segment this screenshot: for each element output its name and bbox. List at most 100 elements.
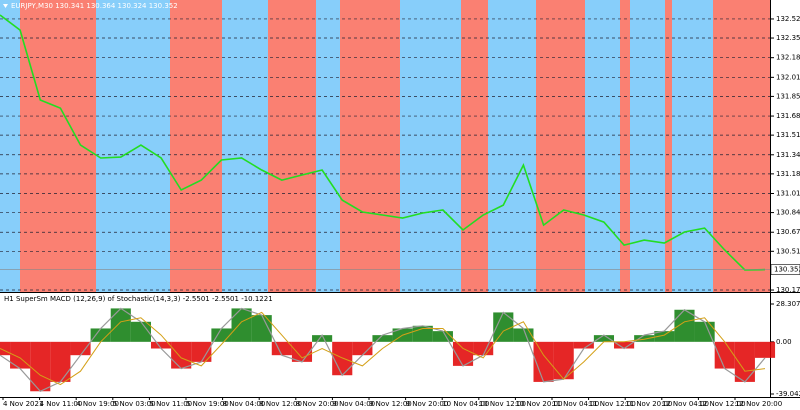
histogram-bar bbox=[110, 308, 131, 342]
y-tick-label: 130.175 bbox=[776, 286, 800, 294]
trend-band bbox=[461, 0, 488, 292]
trend-band bbox=[340, 0, 400, 292]
y-tick-label: 131.850 bbox=[776, 92, 800, 100]
x-tick-label: 5 Nov 11:00 bbox=[149, 400, 192, 408]
trend-band bbox=[630, 0, 665, 292]
histogram-bar bbox=[171, 341, 192, 369]
trend-band bbox=[713, 0, 770, 292]
histogram-bar bbox=[332, 341, 353, 376]
y-tick-label: 130.675 bbox=[776, 228, 800, 236]
histogram-bar bbox=[352, 341, 373, 356]
plot-layer: 132.520 132.355 132.185 132.015 131.850 131.6… bbox=[0, 14, 800, 408]
current-price-box bbox=[770, 264, 800, 275]
histogram-bar bbox=[593, 335, 615, 342]
histogram-bar bbox=[714, 341, 735, 369]
x-tick-label: 4 Nov 2021 bbox=[3, 400, 43, 408]
x-tick-label: 9 Nov 12:00 bbox=[369, 400, 412, 408]
histogram-bar bbox=[634, 335, 655, 342]
histogram-bar bbox=[231, 308, 252, 342]
y-tick-label: 132.520 bbox=[776, 15, 800, 23]
trend-band bbox=[316, 0, 340, 292]
x-tick-label: 11 Nov 04:00 bbox=[552, 400, 599, 408]
histogram-bar bbox=[493, 312, 514, 342]
y-tick-label: 132.015 bbox=[776, 73, 800, 81]
histogram-bar bbox=[30, 341, 51, 392]
histogram-bar bbox=[674, 309, 695, 342]
symbol-header: EURJPY,M30 130.341 130.364 130.324 130.3… bbox=[11, 2, 178, 10]
signal-line bbox=[0, 311, 766, 386]
y-tick-label: 0.00 bbox=[776, 338, 792, 346]
collapse-icon[interactable] bbox=[3, 4, 8, 8]
histogram-bar bbox=[734, 341, 755, 382]
histogram-bar bbox=[614, 341, 635, 349]
histogram-bar bbox=[50, 341, 71, 382]
trend-band bbox=[96, 0, 170, 292]
histogram-bar bbox=[291, 341, 313, 362]
y-tick-label: 131.180 bbox=[776, 170, 800, 178]
indicator-header: H1 SuperSm MACD (12,26,9) of Stochastic(… bbox=[4, 295, 273, 303]
y-tick-label: 132.185 bbox=[776, 54, 800, 62]
x-tick-label: 11 Nov 12:00 bbox=[589, 400, 636, 408]
y-tick-label: 28.3076 bbox=[776, 300, 800, 308]
x-tick-label: 4 Nov 19:00 bbox=[76, 400, 119, 408]
y-tick-label: 131.345 bbox=[776, 151, 800, 159]
trend-band bbox=[665, 0, 672, 292]
histogram-bar bbox=[90, 328, 111, 342]
histogram-bar bbox=[513, 328, 534, 342]
histogram-bar bbox=[191, 341, 212, 362]
x-tick-label: 12 Nov 20:00 bbox=[735, 400, 782, 408]
x-tick-label: 8 Nov 12:00 bbox=[259, 400, 302, 408]
x-tick-label: 10 Nov 04:00 bbox=[442, 400, 489, 408]
trend-band bbox=[268, 0, 316, 292]
trend-band bbox=[585, 0, 620, 292]
x-tick-label: 12 Nov 04:00 bbox=[662, 400, 709, 408]
trend-band bbox=[536, 0, 585, 292]
trend-bands bbox=[0, 0, 770, 292]
y-tick-label: 130.845 bbox=[776, 209, 800, 217]
x-tick-label: 5 Nov 19:00 bbox=[186, 400, 229, 408]
histogram-bar bbox=[251, 315, 272, 342]
y-tick-label: 131.680 bbox=[776, 112, 800, 120]
histogram-bar bbox=[70, 341, 91, 356]
histogram-bar bbox=[553, 341, 574, 380]
histogram-bar bbox=[694, 321, 715, 342]
histogram-bar bbox=[754, 341, 776, 358]
trend-band bbox=[0, 0, 20, 292]
current-price-label: 130.352 bbox=[774, 266, 800, 274]
y-tick-label: 130.510 bbox=[776, 247, 800, 255]
trend-band bbox=[222, 0, 268, 292]
y-tick-label: -39.0422 bbox=[776, 390, 800, 398]
x-tick-label: 12 Nov 12:00 bbox=[698, 400, 745, 408]
x-tick-label: 8 Nov 04:00 bbox=[223, 400, 266, 408]
histogram-bar bbox=[654, 331, 675, 342]
x-tick-label: 8 Nov 20:00 bbox=[296, 400, 339, 408]
trend-band bbox=[400, 0, 461, 292]
trend-band bbox=[170, 0, 222, 292]
histogram-bar bbox=[372, 335, 393, 342]
x-tick-label: 9 Nov 04:00 bbox=[332, 400, 375, 408]
x-tick-label: 11 Nov 20:00 bbox=[625, 400, 672, 408]
x-tick-label: 4 Nov 11:00 bbox=[40, 400, 83, 408]
histogram-bar bbox=[130, 321, 151, 342]
histogram-bar bbox=[150, 341, 172, 349]
y-tick-label: 132.355 bbox=[776, 34, 800, 42]
x-tick-label: 10 Nov 20:00 bbox=[515, 400, 562, 408]
histogram-bar bbox=[573, 341, 594, 349]
trend-band bbox=[620, 0, 630, 292]
x-tick-label: 9 Nov 20:00 bbox=[406, 400, 449, 408]
x-tick-label: 5 Nov 03:00 bbox=[113, 400, 156, 408]
histogram-bar bbox=[432, 331, 453, 342]
histogram-bar bbox=[452, 341, 474, 366]
trend-band bbox=[488, 0, 536, 292]
histogram-bar bbox=[533, 341, 554, 382]
y-tick-label: 131.010 bbox=[776, 190, 800, 198]
histogram-bar bbox=[312, 335, 333, 342]
trend-band bbox=[672, 0, 713, 292]
histogram-bar bbox=[0, 341, 11, 356]
trend-band bbox=[20, 0, 96, 292]
y-tick-label: 131.515 bbox=[776, 131, 800, 139]
x-tick-label: 10 Nov 12:00 bbox=[479, 400, 526, 408]
price-line bbox=[0, 14, 766, 271]
